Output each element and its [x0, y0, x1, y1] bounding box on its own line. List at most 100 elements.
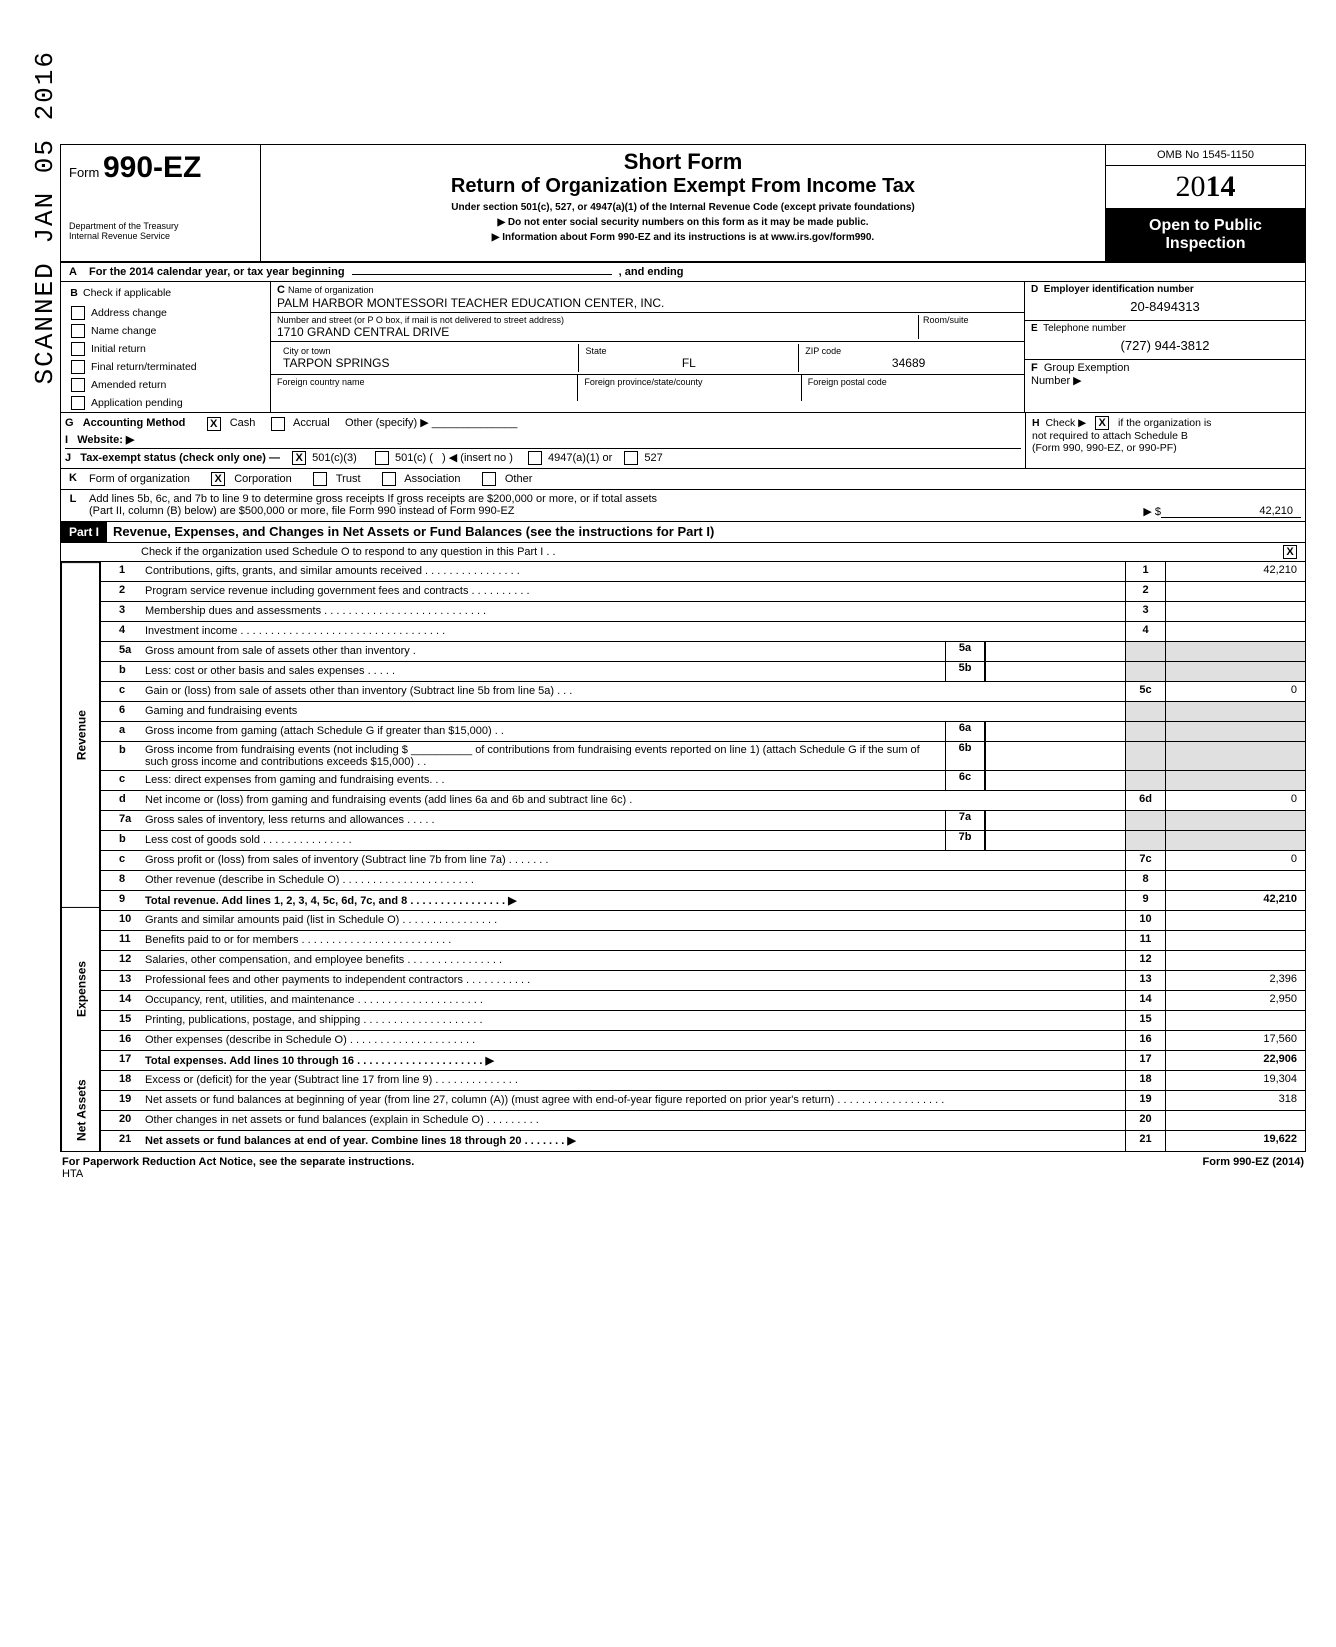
- line-number: 17: [101, 1051, 141, 1070]
- chk-527[interactable]: [624, 451, 638, 465]
- line-number: 16: [101, 1031, 141, 1050]
- subtitle-ssn: ▶ Do not enter social security numbers o…: [271, 217, 1095, 228]
- line-value: [1165, 931, 1305, 950]
- line-row: 11Benefits paid to or for members . . . …: [101, 931, 1305, 951]
- line-description: Total expenses. Add lines 10 through 16 …: [141, 1051, 1125, 1070]
- line-description: Less cost of goods sold . . . . . . . . …: [141, 831, 945, 850]
- line-box-number: 3: [1125, 602, 1165, 621]
- line-box-number: 16: [1125, 1031, 1165, 1050]
- subtitle-section: Under section 501(c), 527, or 4947(a)(1)…: [271, 202, 1095, 213]
- row-k-form-org: K Form of organization X Corporation Tru…: [61, 469, 1305, 490]
- row-g-accounting: G Accounting Method X Cash Accrual Other…: [61, 413, 1305, 468]
- chk-application-pending[interactable]: [71, 396, 85, 410]
- line-box-number: 5c: [1125, 682, 1165, 701]
- line-description: Less: direct expenses from gaming and fu…: [141, 771, 945, 790]
- row-l-gross-receipts: L Add lines 5b, 6c, and 7b to line 9 to …: [61, 490, 1305, 522]
- chk-other-org[interactable]: [482, 472, 496, 486]
- line-number: 12: [101, 951, 141, 970]
- chk-501c[interactable]: [375, 451, 389, 465]
- part1-table: Revenue Expenses Net Assets 1Contributio…: [61, 562, 1305, 1151]
- chk-cash[interactable]: X: [207, 417, 221, 431]
- line-number: 6: [101, 702, 141, 721]
- line-number: 14: [101, 991, 141, 1010]
- telephone: (727) 944-3812: [1031, 334, 1299, 357]
- chk-amended[interactable]: [71, 378, 85, 392]
- chk-corporation[interactable]: X: [211, 472, 225, 486]
- zip: 34689: [805, 356, 1012, 370]
- line-number: c: [101, 682, 141, 701]
- chk-association[interactable]: [382, 472, 396, 486]
- header-right: OMB No 1545-1150 2014 Open to Public Ins…: [1105, 145, 1305, 261]
- line-row: bLess cost of goods sold . . . . . . . .…: [101, 831, 1305, 851]
- chk-final-return[interactable]: [71, 360, 85, 374]
- mid-box-label: 7a: [945, 811, 985, 830]
- line-value: 0: [1165, 851, 1305, 870]
- part1-header: Part I Revenue, Expenses, and Changes in…: [61, 522, 1305, 543]
- line-value: 22,906: [1165, 1051, 1305, 1070]
- org-name: PALM HARBOR MONTESSORI TEACHER EDUCATION…: [277, 296, 1018, 310]
- line-description: Other changes in net assets or fund bala…: [141, 1111, 1125, 1130]
- line-value: 42,210: [1165, 891, 1305, 910]
- tax-year: 2014: [1106, 166, 1305, 209]
- line-description: Gain or (loss) from sale of assets other…: [141, 682, 1125, 701]
- line-row: 19Net assets or fund balances at beginni…: [101, 1091, 1305, 1111]
- chk-trust[interactable]: [313, 472, 327, 486]
- line-box-number: 13: [1125, 971, 1165, 990]
- form-ref: Form 990-EZ (2014): [1203, 1156, 1304, 1180]
- line-value: 17,560: [1165, 1031, 1305, 1050]
- line-description: Total revenue. Add lines 1, 2, 3, 4, 5c,…: [141, 891, 1125, 910]
- chk-501c3[interactable]: X: [292, 451, 306, 465]
- side-revenue: Revenue: [61, 562, 101, 907]
- line-value: [1165, 1111, 1305, 1130]
- line-box-number: 12: [1125, 951, 1165, 970]
- line-row: 6Gaming and fundraising events: [101, 702, 1305, 722]
- paperwork-notice: For Paperwork Reduction Act Notice, see …: [62, 1156, 414, 1168]
- line-number: 20: [101, 1111, 141, 1130]
- line-box-number: 6d: [1125, 791, 1165, 810]
- line-row: 16Other expenses (describe in Schedule O…: [101, 1031, 1305, 1051]
- chk-schedule-o[interactable]: X: [1283, 545, 1297, 559]
- street-address: 1710 GRAND CENTRAL DRIVE: [277, 325, 918, 339]
- line-number: 1: [101, 562, 141, 581]
- chk-address-change[interactable]: [71, 306, 85, 320]
- line-row: 5aGross amount from sale of assets other…: [101, 642, 1305, 662]
- line-number: 13: [101, 971, 141, 990]
- chk-h-schedule-b[interactable]: X: [1095, 416, 1109, 430]
- mid-box-value: [985, 811, 1125, 830]
- mid-box-label: 6b: [945, 742, 985, 770]
- mid-box-value: [985, 722, 1125, 741]
- line-description: Excess or (deficit) for the year (Subtra…: [141, 1071, 1125, 1090]
- chk-initial-return[interactable]: [71, 342, 85, 356]
- line-value: 0: [1165, 682, 1305, 701]
- mid-box-label: 6a: [945, 722, 985, 741]
- col-c-org-info: C Name of organization PALM HARBOR MONTE…: [271, 282, 1025, 412]
- line-description: Gross amount from sale of assets other t…: [141, 642, 945, 661]
- line-box-number: 10: [1125, 911, 1165, 930]
- line-row: bLess: cost or other basis and sales exp…: [101, 662, 1305, 682]
- line-number: c: [101, 771, 141, 790]
- line-description: Less: cost or other basis and sales expe…: [141, 662, 945, 681]
- line-value: 2,396: [1165, 971, 1305, 990]
- mid-box-value: [985, 771, 1125, 790]
- ein: 20-8494313: [1031, 295, 1299, 318]
- chk-accrual[interactable]: [271, 417, 285, 431]
- open-to-public: Open to Public Inspection: [1106, 209, 1305, 261]
- mid-box-value: [985, 642, 1125, 661]
- chk-name-change[interactable]: [71, 324, 85, 338]
- line-description: Other expenses (describe in Schedule O) …: [141, 1031, 1125, 1050]
- line-box-number: 8: [1125, 871, 1165, 890]
- line-value: 318: [1165, 1091, 1305, 1110]
- line-box-number: 17: [1125, 1051, 1165, 1070]
- line-description: Investment income . . . . . . . . . . . …: [141, 622, 1125, 641]
- line-number: 2: [101, 582, 141, 601]
- chk-4947[interactable]: [528, 451, 542, 465]
- line-box-number: 4: [1125, 622, 1165, 641]
- line-row: 7aGross sales of inventory, less returns…: [101, 811, 1305, 831]
- line-number: 4: [101, 622, 141, 641]
- line-number: 10: [101, 911, 141, 930]
- line-description: Professional fees and other payments to …: [141, 971, 1125, 990]
- line-row: 18Excess or (deficit) for the year (Subt…: [101, 1071, 1305, 1091]
- line-value: [1165, 582, 1305, 601]
- form-footer: For Paperwork Reduction Act Notice, see …: [60, 1152, 1306, 1184]
- gross-receipts-total: 42,210: [1161, 505, 1301, 518]
